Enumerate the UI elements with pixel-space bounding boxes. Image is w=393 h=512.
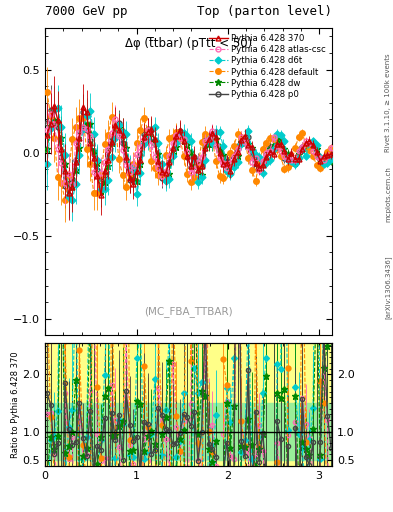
- Text: 7000 GeV pp: 7000 GeV pp: [45, 5, 128, 18]
- Legend: Pythia 6.428 370, Pythia 6.428 atlas-csc, Pythia 6.428 d6t, Pythia 6.428 default: Pythia 6.428 370, Pythia 6.428 atlas-csc…: [207, 32, 328, 101]
- Text: [arXiv:1306.3436]: [arXiv:1306.3436]: [385, 255, 392, 318]
- Bar: [45, 403, 332, 460]
- Text: Rivet 3.1.10, ≥ 100k events: Rivet 3.1.10, ≥ 100k events: [385, 53, 391, 152]
- Y-axis label: Ratio to Pythia 6.428 370: Ratio to Pythia 6.428 370: [11, 351, 20, 458]
- Text: Δφ (t̅tbar) (pTtt < 50): Δφ (t̅tbar) (pTtt < 50): [125, 37, 252, 50]
- Text: Top (parton level): Top (parton level): [197, 5, 332, 18]
- Text: (MC_FBA_TTBAR): (MC_FBA_TTBAR): [144, 306, 233, 317]
- Text: mcplots.cern.ch: mcplots.cern.ch: [385, 166, 391, 223]
